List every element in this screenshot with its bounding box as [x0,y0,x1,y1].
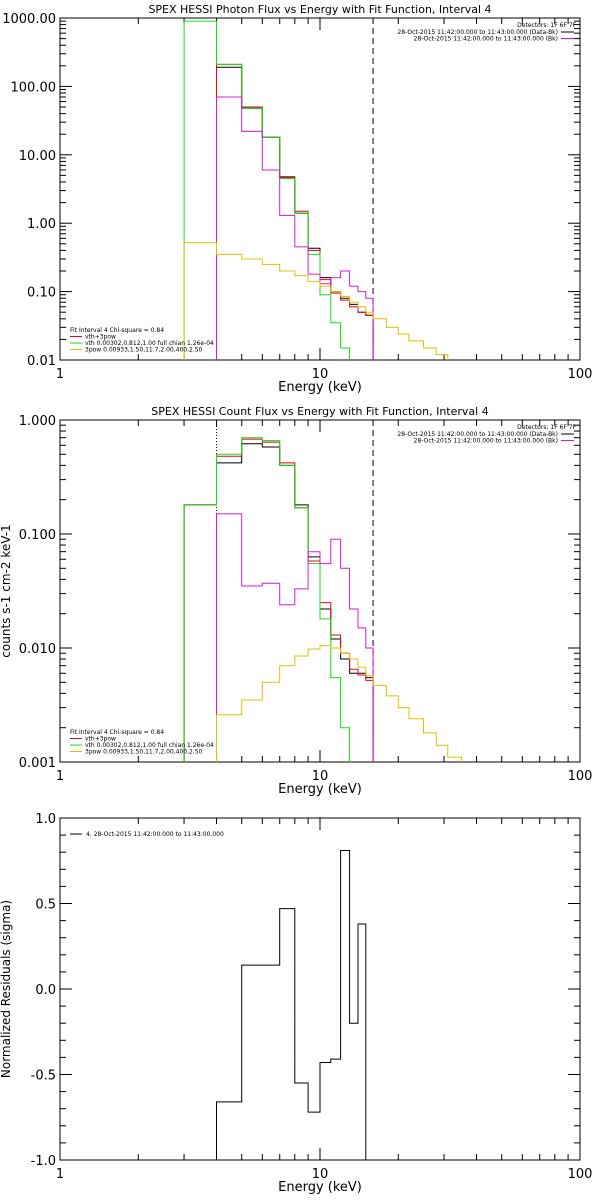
y-tick-label: -0.5 [31,1069,56,1084]
series-3pow [183,242,462,360]
plot-frame [59,17,581,361]
legend-header: Detectors: 1F 6F 7F [517,22,576,29]
series-group [216,850,367,1160]
chart-panel-1: SPEX HESSI Photon Flux vs Energy with Fi… [2,3,592,395]
legend-entry: 4, 28-Oct-2015 11:42:00.000 to 11:43:00.… [86,831,224,838]
series-residuals [216,850,367,1160]
y-axis: 0.01 0.10 1.00 10.00 100.00 1000.00 [2,12,580,369]
y-tick-label: 100.00 [11,80,57,95]
legend-entry: 28-Oct-2015 11:42:00.000 to 11:43:00.000… [414,36,558,43]
legend-entry: 3pow 0.00933,1.50,11.7,2.00,400,2.50 [85,749,203,756]
series-bk [216,513,374,762]
chart-panel-3: 1 10 100 Energy (keV) -1.0 -0.5 0.0 0.5 1.0 Norma… [0,812,592,1195]
x-axis-label: Energy (keV) [278,380,362,395]
y-tick-label: 0.010 [19,642,56,657]
x-axis-label: Energy (keV) [278,1180,362,1195]
y-tick-label: 1.00 [27,217,56,232]
series-group [183,437,491,762]
legend-entry: vth 0.00302,0.812,1.00 full chian 1.26e-… [85,742,214,749]
chart-title: SPEX HESSI Photon Flux vs Energy with Fi… [148,3,491,16]
legend-header: Fit Interval 4 Chi-square = 0.84 [70,327,164,334]
legend-entry: 28-Oct-2015 11:42:00.000 to 11:43:00.000… [397,29,558,36]
chart-title: SPEX HESSI Count Flux vs Energy with Fit… [151,405,488,418]
x-tick-label: 1 [56,769,64,784]
y-axis: 0.001 0.010 0.100 1.000 counts s-1 cm-2 keV-… [0,414,580,771]
series-3pow [216,645,491,762]
legend-entry: 3pow 0.00933,1.50,11.7,2.00,400,2.50 [85,347,203,354]
legend-entry: vth+3pow [85,334,116,341]
x-tick-label: 10 [312,1167,329,1182]
x-tick-label: 100 [568,367,593,382]
x-axis: 1 10 100 Energy (keV) [56,18,593,395]
y-axis: -1.0 -0.5 0.0 0.5 1.0 Normalized Residuals (s… [0,812,580,1169]
legend-bottom-left: Fit Interval 4 Chi-square = 0.84vth+3pow… [70,327,214,354]
legend-bottom-left: Fit Interval 4 Chi-square = 0.84vth+3pow… [70,729,214,756]
y-tick-label: 1.000 [19,414,56,429]
legend-entry: 28-Oct-2015 11:42:00.000 to 11:43:00.000… [414,438,558,445]
y-tick-label: 0.5 [35,898,56,913]
series-vth [183,20,374,360]
series-data-bk [183,443,374,762]
y-axis-label: counts s-1 cm-2 keV-1 [0,524,13,657]
y-tick-label: 0.01 [27,354,56,369]
x-axis-label: Energy (keV) [278,782,362,797]
legend-entry: vth+3pow [85,736,116,743]
y-tick-label: 0.0 [35,983,56,998]
x-tick-label: 1 [56,367,64,382]
legend-entry: 28-Oct-2015 11:42:00.000 to 11:43:00.000… [397,431,558,438]
legend-top-left: 4, 28-Oct-2015 11:42:00.000 to 11:43:00.… [70,831,224,838]
y-tick-label: 10.00 [19,149,56,164]
series-vth [183,437,359,762]
x-tick-label: 10 [312,367,329,382]
y-tick-label: 1000.00 [2,12,56,27]
series-bk [216,96,374,360]
y-tick-label: 1.0 [35,812,56,827]
legend-entry: vth 0.00302,0.812,1.00 full chian 1.26e-… [85,340,214,347]
x-axis: 1 10 100 Energy (keV) [56,818,593,1195]
y-tick-label: -1.0 [31,1154,56,1169]
series-group [183,20,462,360]
y-tick-label: 0.100 [19,528,56,543]
legend-header: Fit Interval 4 Chi-square = 0.84 [70,729,164,736]
x-tick-label: 10 [312,769,329,784]
series-vth-3pow [183,438,374,762]
y-tick-label: 0.001 [19,756,56,771]
y-axis-label: Normalized Residuals (sigma) [0,900,13,1078]
x-tick-label: 1 [56,1167,64,1182]
x-tick-label: 100 [568,769,593,784]
legend-header: Detectors: 1F 6F 7F [517,424,576,431]
chart-panel-2: SPEX HESSI Count Flux vs Energy with Fit… [0,405,592,797]
x-tick-label: 100 [568,1167,593,1182]
y-tick-label: 0.10 [27,286,56,301]
